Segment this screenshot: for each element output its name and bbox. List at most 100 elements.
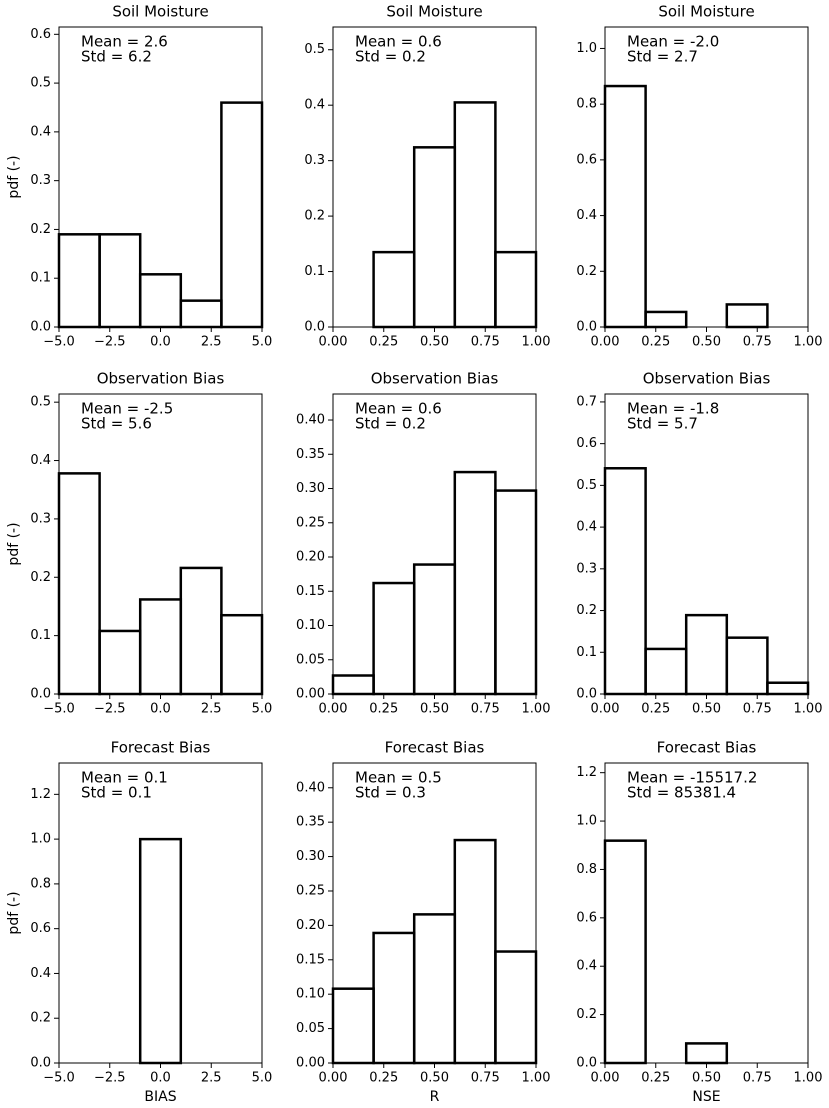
stat-annotation: Std = 6.2 xyxy=(81,48,152,66)
axes-frame xyxy=(332,393,537,695)
y-tick-label: 0.00 xyxy=(296,1056,325,1071)
histogram-bar xyxy=(725,636,769,696)
y-tick-label: 0.5 xyxy=(304,42,325,57)
y-tick-label: 0.0 xyxy=(576,1056,597,1071)
y-tick-label: 0.25 xyxy=(296,515,325,530)
x-tick-label: 0.50 xyxy=(692,702,721,717)
y-tick-label: 0.7 xyxy=(576,394,597,409)
y-tick-label: 1.0 xyxy=(30,832,51,847)
y-tick-label: 0.1 xyxy=(576,645,597,660)
histogram-bar xyxy=(644,310,688,329)
x-tick-label: −2.5 xyxy=(94,702,126,717)
y-tick-label: 0.5 xyxy=(576,478,597,493)
histogram-bar xyxy=(138,837,183,1065)
y-tick-label: 0.2 xyxy=(304,209,325,224)
y-tick-label: 0.2 xyxy=(30,222,51,237)
y-tick-label: 0.4 xyxy=(576,208,597,223)
x-tick-label: 5.0 xyxy=(252,1071,273,1086)
histogram-bar xyxy=(372,581,416,696)
panel-title: Soil Moisture xyxy=(658,3,754,21)
x-tick-label: 0.0 xyxy=(150,335,171,350)
axes-frame xyxy=(332,26,537,328)
x-tick-label: 0.50 xyxy=(692,335,721,350)
panel-title: Forecast Bias xyxy=(657,739,757,757)
y-tick-label: 0.8 xyxy=(576,862,597,877)
stat-annotation: Mean = 2.6 xyxy=(81,33,168,51)
y-tick-label: 0.00 xyxy=(296,687,325,702)
y-tick-label: 0.0 xyxy=(30,320,51,335)
y-tick-label: 0.3 xyxy=(30,511,51,526)
histogram-bar xyxy=(453,470,497,696)
y-tick-label: 0.10 xyxy=(296,987,325,1002)
y-tick-label: 0.15 xyxy=(296,952,325,967)
stat-annotation: Mean = -2.0 xyxy=(627,33,719,51)
histogram-bar xyxy=(138,273,183,329)
x-tick-label: 2.5 xyxy=(201,1071,222,1086)
axes-frame xyxy=(58,762,263,1064)
y-tick-label: 0.1 xyxy=(30,271,51,286)
y-tick-label: 0.3 xyxy=(30,173,51,188)
histogram-bar xyxy=(494,950,538,1065)
stat-annotation: Std = 5.7 xyxy=(627,415,698,433)
y-tick-label: 0.20 xyxy=(296,918,325,933)
y-tick-label: 0.1 xyxy=(304,264,325,279)
x-tick-label: 0.00 xyxy=(591,1071,620,1086)
x-tick-label: 0.75 xyxy=(743,702,772,717)
x-tick-label: 1.00 xyxy=(794,335,823,350)
histogram-bar xyxy=(372,250,416,329)
y-tick-label: 0.6 xyxy=(30,27,51,42)
histogram-bar xyxy=(179,566,223,696)
y-axis-label: pdf (-) xyxy=(6,891,22,934)
x-tick-label: 1.00 xyxy=(522,702,551,717)
y-axis-label: pdf (-) xyxy=(6,155,22,198)
y-tick-label: 0.0 xyxy=(30,687,51,702)
x-tick-label: 0.00 xyxy=(591,335,620,350)
axes-frame xyxy=(332,762,537,1064)
y-tick-label: 0.10 xyxy=(296,618,325,633)
y-tick-label: 0.0 xyxy=(304,320,325,335)
histogram-bar xyxy=(412,563,457,696)
x-tick-label: 5.0 xyxy=(252,702,273,717)
stat-annotation: Std = 0.3 xyxy=(355,784,426,802)
stat-annotation: Std = 0.1 xyxy=(81,784,152,802)
panel-title: Observation Bias xyxy=(371,370,499,388)
x-tick-label: 0.75 xyxy=(471,335,500,350)
x-tick-label: 0.50 xyxy=(420,335,449,350)
y-tick-label: 1.0 xyxy=(576,814,597,829)
x-axis-label: NSE xyxy=(692,1089,720,1105)
panel-title: Forecast Bias xyxy=(111,739,211,757)
histogram-bar xyxy=(331,987,375,1065)
y-tick-label: 0.1 xyxy=(30,628,51,643)
histogram-bar xyxy=(494,250,538,329)
y-tick-label: 0.6 xyxy=(30,921,51,936)
y-tick-label: 0.4 xyxy=(304,98,325,113)
y-tick-label: 0.4 xyxy=(30,966,51,981)
y-tick-label: 0.4 xyxy=(30,124,51,139)
x-tick-label: 0.25 xyxy=(641,702,670,717)
stat-annotation: Mean = -1.8 xyxy=(627,400,719,418)
y-tick-label: 0.35 xyxy=(296,815,325,830)
x-tick-label: −5.0 xyxy=(43,335,75,350)
x-tick-label: 2.5 xyxy=(201,702,222,717)
y-tick-label: 0.30 xyxy=(296,481,325,496)
x-tick-label: 0.50 xyxy=(420,702,449,717)
y-tick-label: 0.4 xyxy=(30,453,51,468)
panel-title: Forecast Bias xyxy=(385,739,485,757)
y-tick-label: 0.40 xyxy=(296,780,325,795)
histogram-bar xyxy=(603,839,647,1065)
x-tick-label: 0.75 xyxy=(471,702,500,717)
x-tick-label: 0.75 xyxy=(471,1071,500,1086)
histogram-bar xyxy=(412,146,457,329)
y-tick-label: 0.05 xyxy=(296,652,325,667)
x-tick-label: 1.00 xyxy=(794,702,823,717)
x-tick-label: 0.00 xyxy=(319,702,348,717)
y-tick-label: 0.2 xyxy=(30,570,51,585)
x-tick-label: 0.75 xyxy=(743,1071,772,1086)
x-tick-label: 0.00 xyxy=(319,335,348,350)
x-tick-label: 1.00 xyxy=(522,335,551,350)
stat-annotation: Mean = 0.6 xyxy=(355,400,442,418)
histogram-bar xyxy=(331,674,375,696)
y-tick-label: 0.20 xyxy=(296,550,325,565)
y-tick-label: 0.5 xyxy=(30,76,51,91)
